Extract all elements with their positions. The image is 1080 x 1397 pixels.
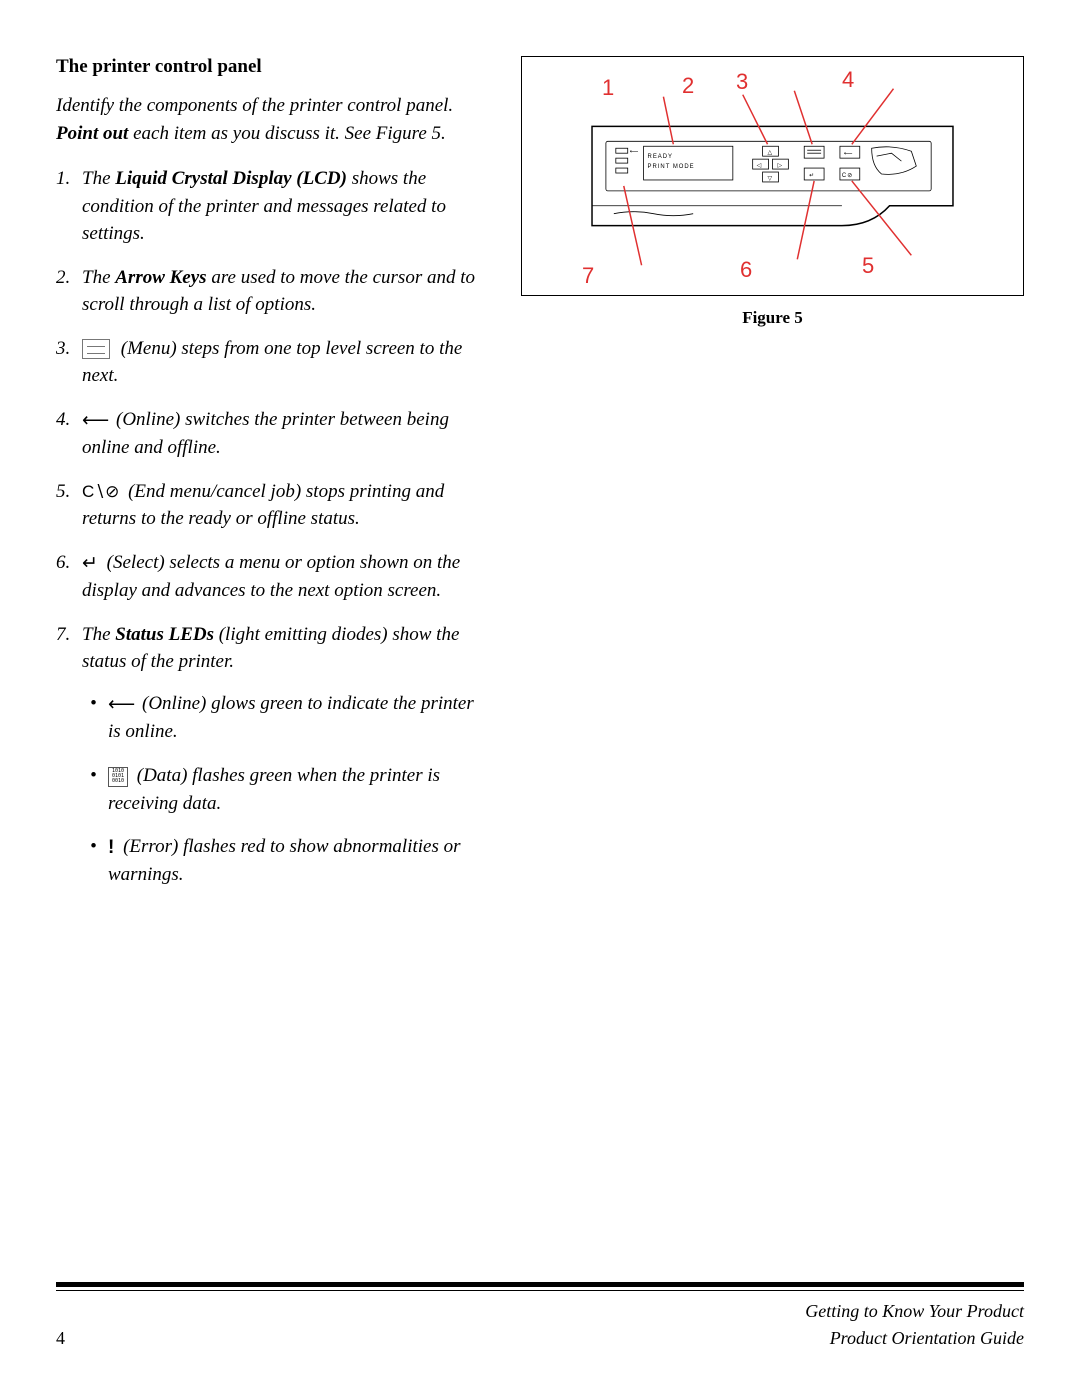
list-item: ↵ (Select) selects a menu or option show… bbox=[56, 549, 491, 605]
callout-7: 7 bbox=[582, 263, 594, 289]
svg-text:C⊘: C⊘ bbox=[842, 173, 853, 179]
svg-text:↵: ↵ bbox=[809, 173, 815, 179]
callout-2: 2 bbox=[682, 73, 694, 99]
numbered-list: The Liquid Crystal Display (LCD) shows t… bbox=[56, 165, 491, 889]
svg-text:⟵: ⟵ bbox=[844, 151, 854, 157]
callout-1: 1 bbox=[602, 75, 614, 101]
online-icon: ⟵ bbox=[108, 691, 133, 719]
sub-list-item: ! (Error) flashes red to show abnormalit… bbox=[82, 833, 491, 889]
page-number: 4 bbox=[56, 1328, 65, 1349]
callout-3: 3 bbox=[736, 69, 748, 95]
item-post: (Menu) steps from one top level screen t… bbox=[82, 338, 462, 387]
item-bold: Liquid Crystal Display (LCD) bbox=[115, 168, 347, 189]
sub-list: ⟵ (Online) glows green to indicate the p… bbox=[82, 690, 491, 889]
lcd-line1: READY bbox=[648, 154, 673, 160]
svg-text:△: △ bbox=[768, 150, 774, 156]
menu-icon bbox=[82, 339, 110, 359]
item-pre: The bbox=[82, 624, 115, 645]
list-item: The Arrow Keys are used to move the curs… bbox=[56, 264, 491, 319]
printer-panel-diagram: ⟵ READY PRINT MODE △ ◁ ▷ ▽ bbox=[522, 57, 1023, 295]
svg-text:⟵: ⟵ bbox=[630, 149, 640, 155]
item-post: (End menu/cancel job) stops printing and… bbox=[82, 481, 444, 530]
online-icon: ⟵ bbox=[82, 407, 107, 435]
list-item: C∖⊘ (End menu/cancel job) stops printing… bbox=[56, 478, 491, 533]
sub-post: (Data) flashes green when the printer is… bbox=[108, 765, 440, 814]
intro-text-2: each item as you discuss it. See Figure … bbox=[128, 123, 445, 144]
svg-text:◁: ◁ bbox=[757, 163, 763, 169]
sub-list-item: 1010 0101 0010 (Data) flashes green when… bbox=[82, 762, 491, 817]
lcd-line2: PRINT MODE bbox=[648, 164, 695, 170]
cancel-icon: C∖⊘ bbox=[82, 480, 119, 505]
callout-4: 4 bbox=[842, 67, 854, 93]
page-footer: Getting to Know Your Product 4 Product O… bbox=[56, 1282, 1024, 1349]
item-bold: Arrow Keys bbox=[115, 267, 206, 288]
intro-paragraph: Identify the components of the printer c… bbox=[56, 92, 491, 147]
item-bold: Status LEDs bbox=[115, 624, 214, 645]
data-icon: 1010 0101 0010 bbox=[108, 767, 128, 787]
svg-text:▷: ▷ bbox=[777, 163, 783, 169]
error-icon: ! bbox=[108, 834, 114, 862]
list-item: The Liquid Crystal Display (LCD) shows t… bbox=[56, 165, 491, 248]
list-item: The Status LEDs (light emitting diodes) … bbox=[56, 621, 491, 889]
item-post: (Select) selects a menu or option shown … bbox=[82, 552, 460, 601]
list-item: (Menu) steps from one top level screen t… bbox=[56, 335, 491, 390]
footer-guide: Product Orientation Guide bbox=[830, 1328, 1024, 1349]
footer-section: Getting to Know Your Product bbox=[805, 1301, 1024, 1322]
list-item: ⟵ (Online) switches the printer between … bbox=[56, 406, 491, 462]
sub-list-item: ⟵ (Online) glows green to indicate the p… bbox=[82, 690, 491, 746]
item-pre: The bbox=[82, 267, 115, 288]
callout-5: 5 bbox=[862, 253, 874, 279]
section-title: The printer control panel bbox=[56, 56, 491, 78]
select-icon: ↵ bbox=[82, 550, 98, 578]
intro-bold: Point out bbox=[56, 123, 128, 144]
item-pre: The bbox=[82, 168, 115, 189]
sub-post: (Online) glows green to indicate the pri… bbox=[108, 693, 474, 742]
figure-caption: Figure 5 bbox=[521, 308, 1024, 328]
callout-6: 6 bbox=[740, 257, 752, 283]
item-post: (Online) switches the printer between be… bbox=[82, 409, 449, 458]
figure-5: ⟵ READY PRINT MODE △ ◁ ▷ ▽ bbox=[521, 56, 1024, 296]
svg-text:▽: ▽ bbox=[768, 176, 774, 182]
sub-post: (Error) flashes red to show abnormalitie… bbox=[108, 836, 461, 885]
intro-text-1: Identify the components of the printer c… bbox=[56, 95, 453, 116]
